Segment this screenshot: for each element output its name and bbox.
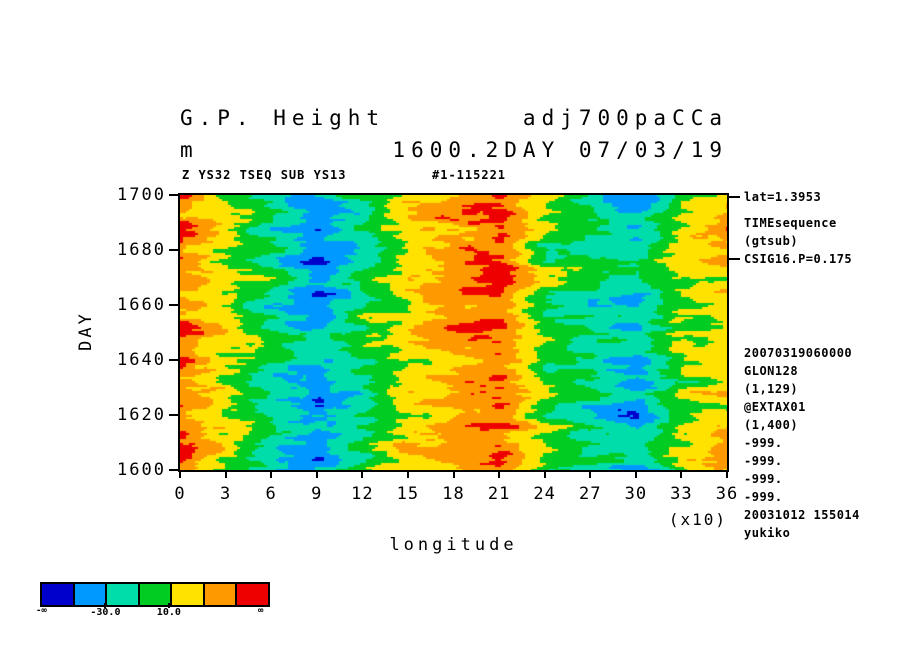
x-tick-mark: [452, 470, 455, 478]
annotation-line: TIMEsequence: [744, 216, 837, 230]
sequence-id-label: #1-115221: [432, 168, 507, 182]
colorbar-tick-label: -30.0: [90, 607, 121, 618]
heatmap-frame: [178, 193, 729, 472]
annotation-line: (gtsub): [744, 234, 799, 248]
y-tick-label: 1600: [117, 460, 166, 480]
annotation-line: (1,400): [744, 418, 799, 432]
x-tick-mark: [498, 470, 501, 478]
x-tick-label: 0: [174, 484, 186, 504]
x-tick-label: 36: [715, 484, 739, 504]
y-tick-mark: [169, 414, 178, 416]
annotation-line: (1,129): [744, 382, 799, 396]
time-stamp-label: 1600.2DAY 07/03/19: [392, 138, 728, 162]
x-tick-label: 15: [396, 484, 420, 504]
x-tick-label: 6: [265, 484, 277, 504]
y-axis-title: DAY: [76, 311, 96, 351]
x-axis-title: longitude: [389, 535, 518, 555]
y-tick-label: 1620: [117, 405, 166, 425]
colorbar-segment: [172, 584, 205, 605]
x-scale-multiplier: (x10): [668, 510, 727, 529]
plot-case-label: adj700paCCa: [522, 106, 728, 130]
annotation-line: -999.: [744, 454, 783, 468]
right-axis-tick: [729, 258, 740, 260]
y-tick-label: 1700: [117, 185, 166, 205]
annotation-line: yukiko: [744, 526, 791, 540]
x-tick-mark: [224, 470, 227, 478]
colorbar-segment: [237, 584, 269, 605]
x-tick-mark: [680, 470, 683, 478]
x-tick-mark: [361, 470, 364, 478]
annotation-line: CSIG16.P=0.175: [744, 252, 853, 266]
colorbar-max-label: ∞: [258, 606, 264, 616]
x-tick-mark: [634, 470, 637, 478]
right-axis-tick: [729, 196, 740, 198]
plot-title: G.P. Height: [180, 106, 386, 130]
x-tick-label: 33: [670, 484, 693, 504]
meta-row: Z YS32 TSEQ SUB YS13 #1-115221: [182, 168, 730, 182]
y-tick-label: 1660: [117, 295, 166, 315]
colorbar: [40, 582, 270, 607]
y-tick-mark: [169, 194, 178, 196]
x-tick-mark: [315, 470, 318, 478]
y-tick-mark: [169, 359, 178, 361]
x-tick-label: 3: [219, 484, 232, 504]
y-tick-mark: [169, 249, 178, 251]
colorbar-segment: [139, 584, 173, 605]
title-row: G.P. Height adj700paCCa: [180, 106, 728, 130]
annotation-line: 20031012 155014: [744, 508, 860, 522]
subtitle-row: m 1600.2DAY 07/03/19: [180, 138, 728, 162]
colorbar-segment: [107, 584, 140, 605]
x-tick-label: 30: [624, 484, 648, 504]
x-tick-mark: [179, 470, 181, 478]
y-tick-mark: [169, 469, 178, 471]
annotation-line: lat=1.3953: [744, 190, 822, 204]
x-tick-label: 12: [351, 484, 374, 504]
units-label: m: [180, 138, 199, 162]
x-tick-label: 9: [311, 484, 323, 504]
x-tick-mark: [270, 470, 273, 478]
dataset-meta-label: Z YS32 TSEQ SUB YS13: [182, 168, 347, 182]
colorbar-tick: [167, 603, 170, 608]
x-tick-mark: [726, 470, 728, 478]
annotation-line: -999.: [744, 490, 783, 504]
annotation-line: GLON128: [744, 364, 799, 378]
x-tick-mark: [406, 470, 409, 478]
annotation-line: @EXTAX01: [744, 400, 806, 414]
x-tick-label: 21: [487, 484, 511, 504]
y-tick-label: 1640: [117, 350, 166, 370]
x-tick-label: 27: [579, 484, 602, 504]
colorbar-tick-label: 10.0: [156, 607, 181, 618]
annotation-line: -999.: [744, 472, 783, 486]
x-tick-mark: [543, 470, 546, 478]
colorbar-segment: [42, 584, 75, 605]
y-tick-mark: [169, 304, 178, 306]
x-tick-mark: [589, 470, 592, 478]
colorbar-segment: [74, 584, 108, 605]
colorbar-segment: [204, 584, 238, 605]
heatmap-canvas: [180, 195, 727, 470]
x-tick-label: 18: [442, 484, 465, 504]
annotation-line: -999.: [744, 436, 783, 450]
annotation-line: 20070319060000: [744, 346, 853, 360]
colorbar-min-label: -∞: [36, 606, 47, 616]
x-tick-label: 24: [533, 484, 556, 504]
colorbar-tick: [104, 603, 107, 608]
y-tick-label: 1680: [117, 240, 166, 260]
